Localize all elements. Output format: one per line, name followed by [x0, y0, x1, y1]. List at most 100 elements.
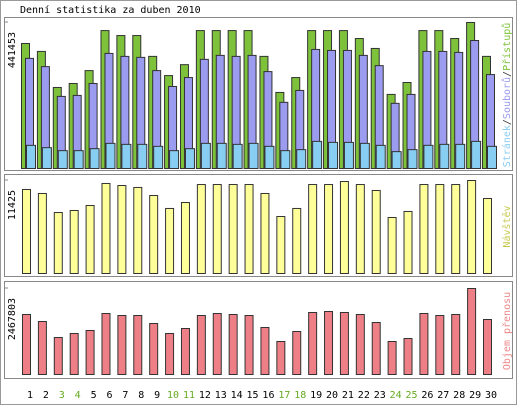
legend: Objem přenosu [501, 292, 513, 370]
bar [371, 189, 381, 275]
bar [371, 322, 381, 375]
bar [22, 188, 31, 274]
bar [37, 321, 47, 375]
bar [339, 181, 349, 274]
bar [228, 184, 238, 275]
bar [439, 143, 450, 169]
bar [487, 145, 497, 169]
bar [276, 216, 286, 275]
bar [53, 337, 63, 375]
bar [260, 326, 270, 376]
legend-separator: / [502, 119, 513, 125]
x-tick-label: 30 [485, 390, 497, 401]
bar [471, 140, 482, 169]
x-tick-label: 22 [358, 390, 370, 401]
x-tick-label: 24 [390, 390, 402, 401]
bar [292, 331, 302, 376]
legend-entry: Souborů [501, 77, 513, 119]
x-tick-label: 29 [469, 390, 481, 401]
x-tick-label: 12 [199, 390, 211, 401]
x-tick-label: 6 [106, 390, 112, 401]
bar [276, 341, 286, 375]
legend-entry: Objem přenosu [501, 292, 513, 370]
x-tick-label: 21 [342, 390, 354, 401]
bar [184, 148, 195, 169]
bar [196, 184, 206, 275]
legend: Stránek/Souborů/Přístupů [501, 23, 513, 168]
x-tick-label: 18 [294, 390, 306, 401]
bar [85, 329, 95, 375]
x-tick-label: 13 [215, 390, 227, 401]
bar [244, 184, 254, 275]
x-tick-label: 10 [167, 390, 179, 401]
bar [73, 150, 84, 169]
y-tick-label: 441453 [7, 32, 18, 68]
bar [339, 312, 349, 376]
x-tick-label: 7 [122, 390, 128, 401]
bar [264, 145, 275, 169]
panel-frame [4, 281, 513, 379]
bar [180, 327, 190, 376]
bar [137, 143, 148, 169]
bar [37, 192, 47, 274]
x-tick-label: 1 [27, 390, 33, 401]
x-tick-label: 20 [326, 390, 338, 401]
x-tick-label: 2 [43, 390, 49, 401]
bar [101, 313, 111, 375]
x-tick-label: 27 [437, 390, 449, 401]
y-tick-label: 2467803 [7, 298, 18, 340]
legend-separator: / [502, 71, 513, 77]
bar [169, 150, 180, 169]
legend: Návštěv [501, 205, 513, 247]
bar [343, 141, 354, 170]
bar [41, 147, 52, 170]
x-tick-label: 14 [231, 390, 243, 401]
bar [355, 314, 365, 375]
x-tick-label: 16 [262, 390, 274, 401]
x-tick-label: 17 [278, 390, 290, 401]
bar [423, 144, 434, 170]
bar [324, 311, 334, 375]
bar [89, 148, 100, 169]
bar [248, 142, 259, 170]
bar [69, 209, 79, 275]
bar [280, 150, 291, 169]
bar [105, 142, 116, 170]
x-tick-label: 25 [405, 390, 417, 401]
bar [328, 141, 339, 170]
panel-frame [4, 174, 513, 277]
bar [387, 216, 397, 275]
bar [292, 207, 302, 274]
bar [149, 323, 159, 376]
bar [53, 212, 63, 274]
legend-entry: Návštěv [501, 205, 513, 247]
bar [200, 142, 211, 170]
bar [212, 313, 222, 375]
bar [483, 319, 492, 376]
bar [121, 143, 132, 169]
bar [391, 151, 402, 169]
bar [435, 315, 445, 376]
bar [355, 184, 365, 275]
bar [212, 184, 222, 275]
x-tick-label: 4 [75, 390, 81, 401]
bar [359, 142, 370, 170]
bar [312, 140, 323, 169]
x-tick-label: 15 [247, 390, 259, 401]
bar [69, 333, 79, 375]
bar [451, 184, 461, 275]
x-tick-label: 5 [91, 390, 97, 401]
bar [244, 315, 254, 376]
bar [117, 185, 127, 275]
bar [85, 205, 95, 275]
y-tick-label: 11425 [7, 190, 18, 220]
panel-frame [4, 17, 513, 171]
bar [232, 143, 243, 169]
bar [467, 180, 477, 274]
bar [101, 182, 111, 274]
chart-title: Denní statistika za duben 2010 [20, 4, 201, 16]
bar [483, 198, 492, 274]
bar [228, 314, 238, 375]
bar [133, 315, 143, 376]
x-tick-label: 19 [310, 390, 322, 401]
